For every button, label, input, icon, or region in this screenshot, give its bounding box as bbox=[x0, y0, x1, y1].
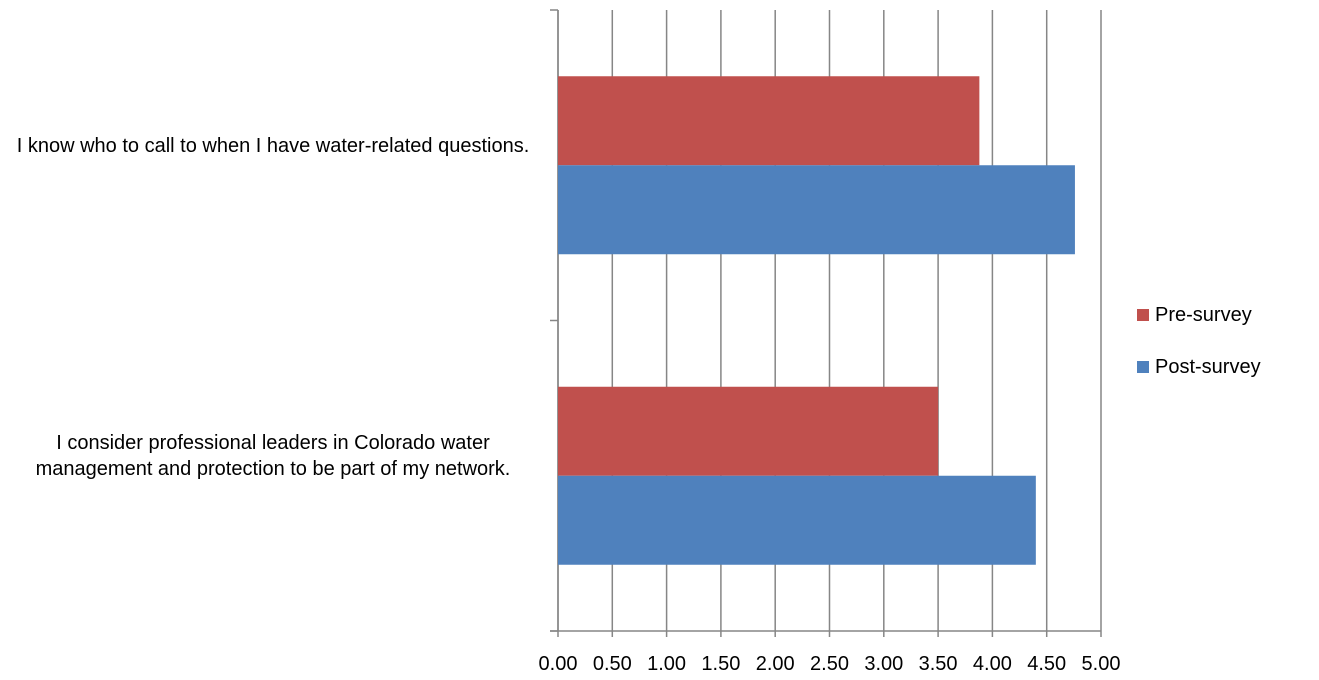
legend-item-pre-survey: Pre-survey bbox=[1137, 302, 1261, 328]
x-tick-labels: 0.00 0.50 1.00 1.50 2.00 2.50 3.00 3.50 4.00 4.50… bbox=[539, 653, 1121, 675]
x-tick-label-2: 1.00 bbox=[647, 653, 686, 675]
bar-post-survey-0 bbox=[558, 165, 1075, 255]
bar-post-survey-1 bbox=[558, 475, 1036, 565]
legend-label-pre-survey: Pre-survey bbox=[1155, 303, 1252, 326]
x-tick-label-6: 3.00 bbox=[864, 653, 903, 675]
legend: Pre-survey Post-survey bbox=[1137, 302, 1261, 406]
legend-item-post-survey: Post-survey bbox=[1137, 354, 1261, 380]
x-tick-label-10: 5.00 bbox=[1082, 653, 1121, 675]
x-tick-label-5: 2.50 bbox=[810, 653, 849, 675]
bar-pre-survey-1 bbox=[558, 386, 939, 476]
bars bbox=[558, 76, 1075, 565]
bar-pre-survey-0 bbox=[558, 76, 980, 166]
legend-swatch-pre-survey bbox=[1137, 309, 1149, 321]
x-tick-label-8: 4.00 bbox=[973, 653, 1012, 675]
category-label-1: I know who to call to when I have water-… bbox=[16, 135, 530, 157]
x-tick-label-7: 3.50 bbox=[919, 653, 958, 675]
x-tick-label-9: 4.50 bbox=[1027, 653, 1066, 675]
legend-label-post-survey: Post-survey bbox=[1155, 355, 1261, 378]
x-tick-label-4: 2.00 bbox=[756, 653, 795, 675]
category-label-2: I consider professional leaders in Color… bbox=[35, 432, 511, 480]
legend-swatch-post-survey bbox=[1137, 361, 1149, 373]
x-tick-label-0: 0.00 bbox=[539, 653, 578, 675]
x-tick-label-1: 0.50 bbox=[593, 653, 632, 675]
x-tick-label-3: 1.50 bbox=[701, 653, 740, 675]
